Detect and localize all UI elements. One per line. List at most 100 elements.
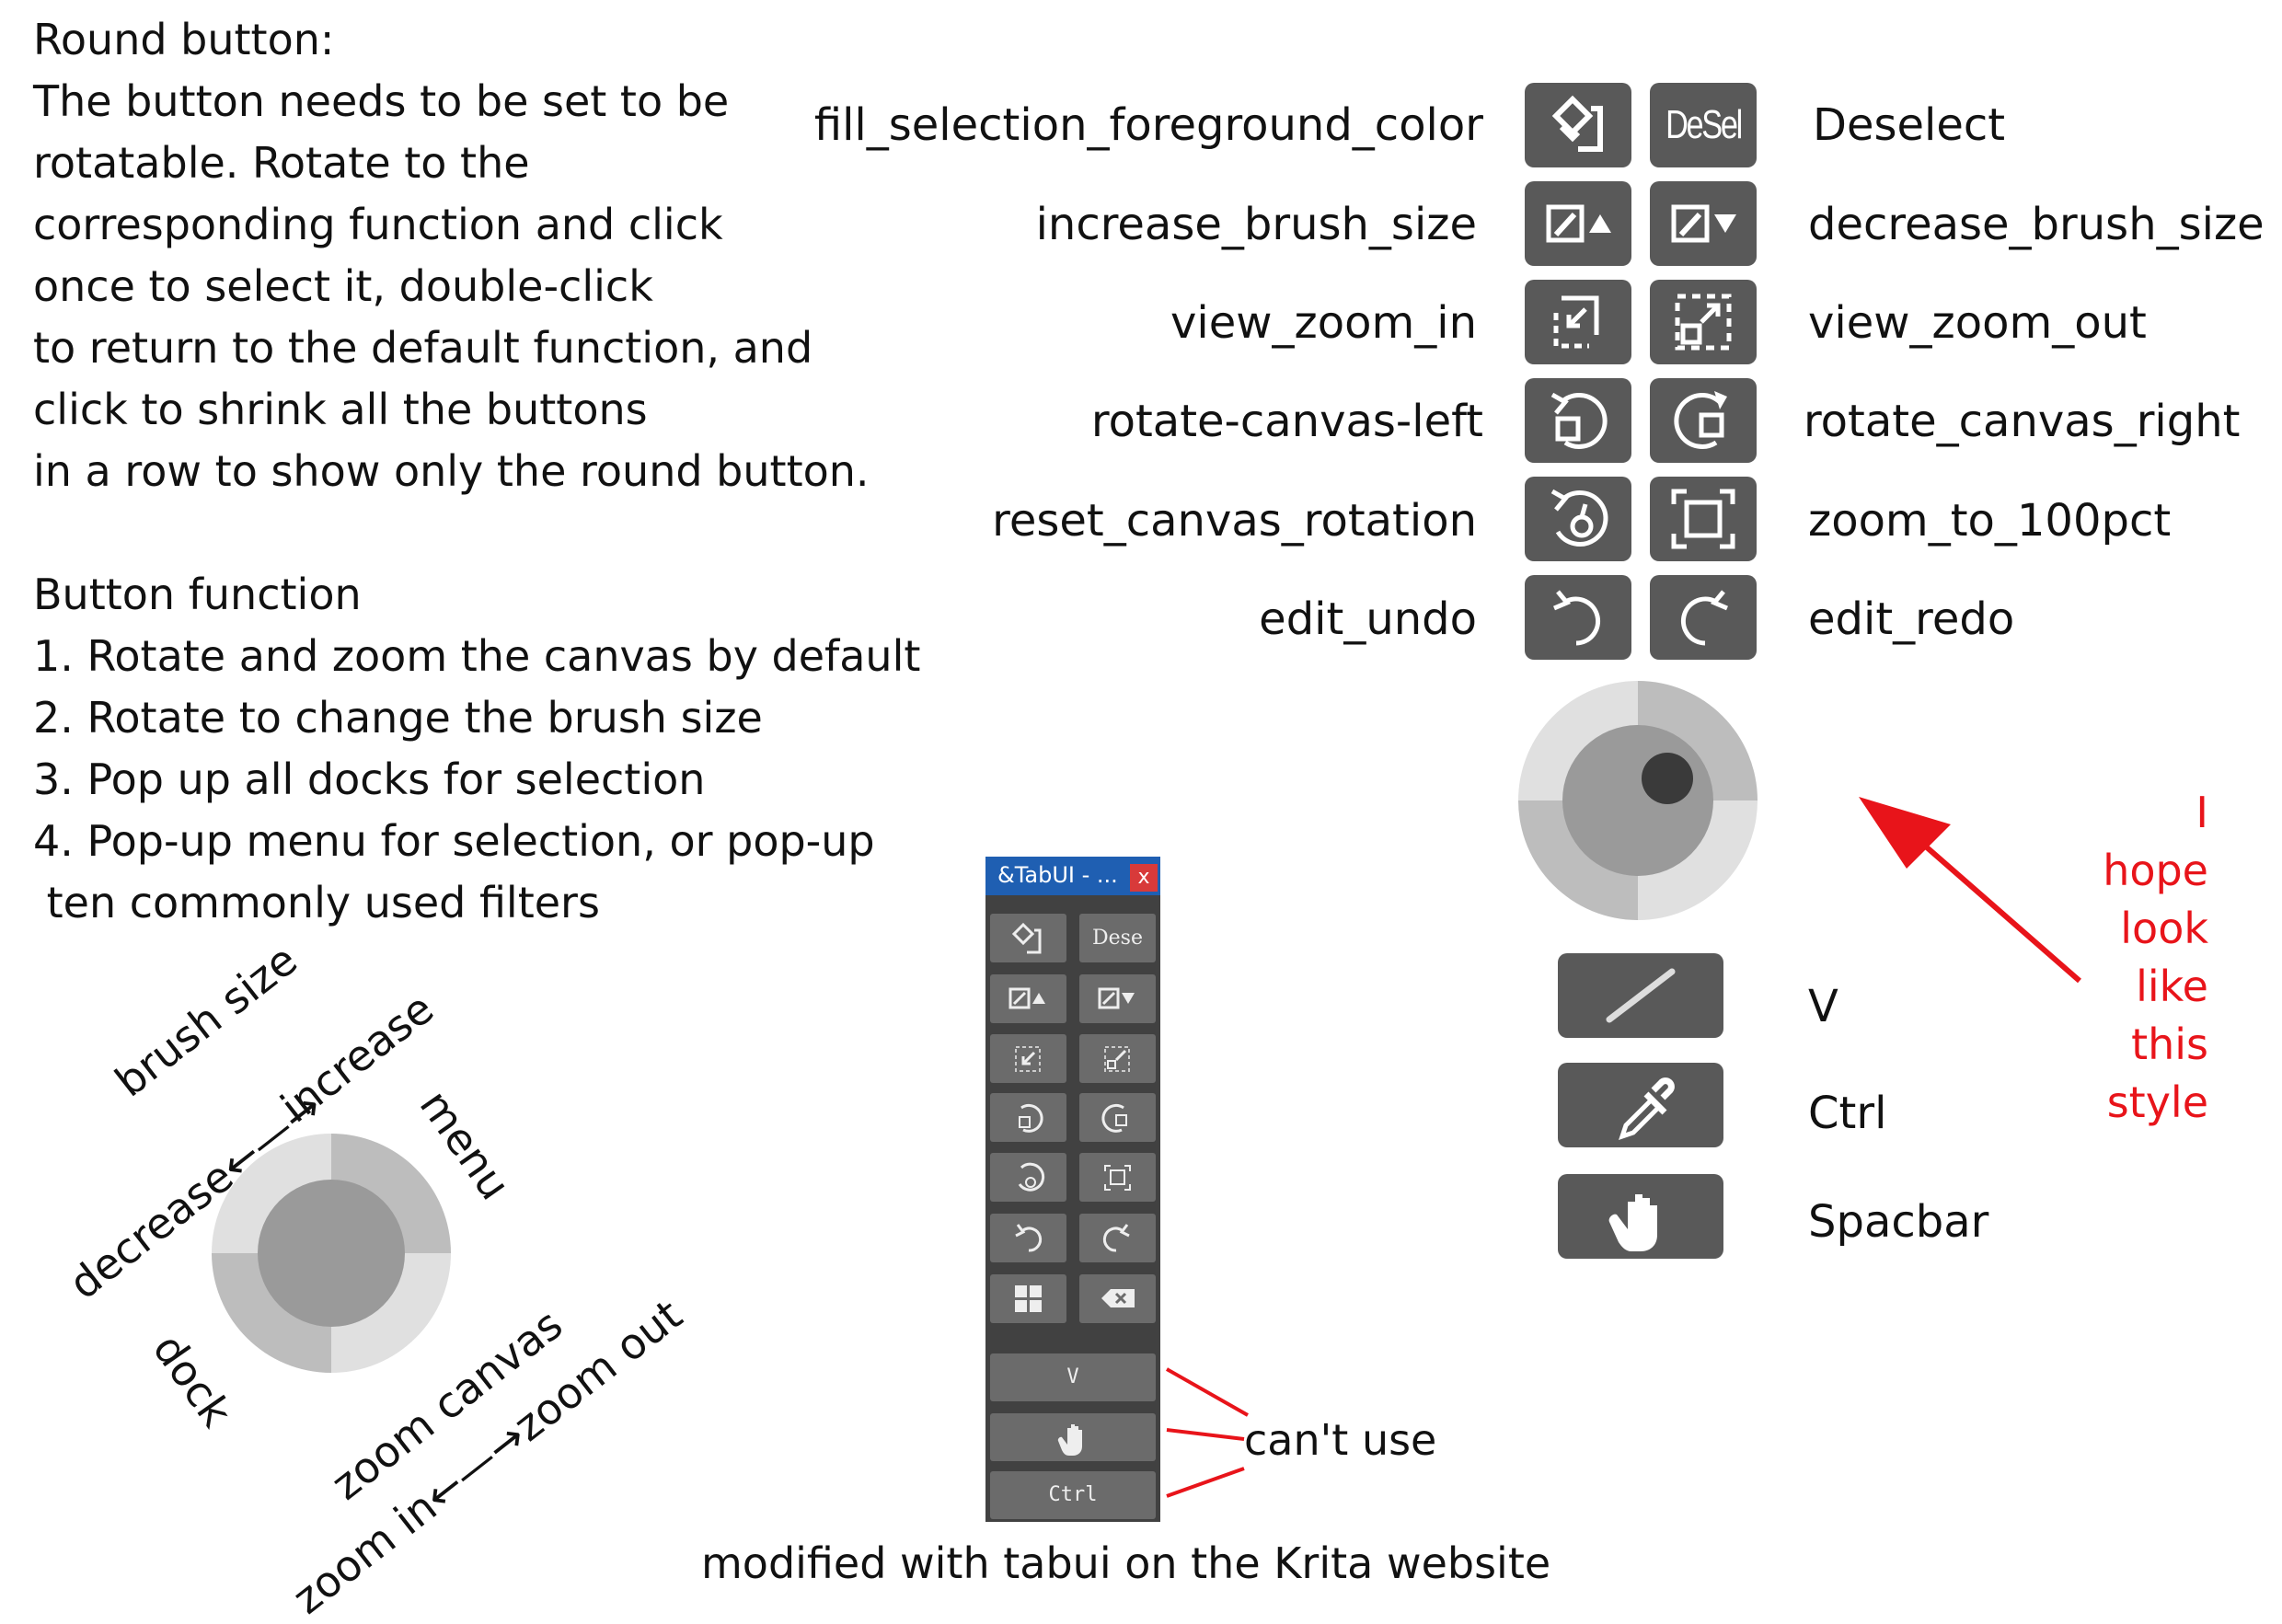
eyedropper-icon (1619, 1077, 1675, 1140)
panel-title-bar: &TabUI - ... x (985, 857, 1160, 895)
panel-title: &TabUI - ... (997, 862, 1118, 888)
hope-word: style (2106, 1077, 2208, 1127)
close-button[interactable]: x (1130, 864, 1158, 892)
hand-icon (1057, 1424, 1082, 1456)
label-redo: edit_redo (1808, 593, 2015, 645)
fill-selection-button[interactable] (1525, 83, 1631, 167)
panel-reset-rotation-button[interactable] (990, 1153, 1066, 1202)
rotate-right-icon (1674, 391, 1727, 449)
deselect-text: DeSel (1665, 102, 1743, 147)
panel-v-button[interactable]: V (990, 1353, 1156, 1401)
function-item: ten commonly used filters (33, 878, 600, 927)
brush-size-label: brush size (106, 934, 306, 1107)
red-arrow (1859, 797, 2081, 984)
rotate-left-icon (1550, 392, 1608, 449)
tabui-panel: &TabUI - ... x Dese (985, 857, 1160, 1522)
panel-undo-button[interactable] (990, 1214, 1066, 1262)
intro-line: corresponding function and click (33, 200, 723, 249)
hope-word: hope (2103, 846, 2208, 895)
increase-brush-size-button[interactable] (1525, 181, 1631, 266)
zoom-in-icon (1553, 295, 1599, 349)
deselect-button[interactable]: DeSel (1650, 83, 1757, 167)
line-tool-button[interactable] (1558, 953, 1723, 1038)
brush-size-down-icon (1098, 987, 1135, 1009)
hope-word: look (2120, 904, 2208, 953)
label-undo: edit_undo (1259, 593, 1477, 645)
intro-line: Round button: (33, 15, 335, 64)
zoom-to-100pct-button[interactable] (1650, 477, 1757, 561)
zoom-out-button[interactable] (1650, 280, 1757, 364)
panel-ctrl-button[interactable]: Ctrl (990, 1471, 1156, 1519)
brush-size-down-icon (1671, 204, 1736, 243)
panel-zoom-100-button[interactable] (1079, 1153, 1156, 1202)
decrease-brush-size-button[interactable] (1650, 181, 1757, 266)
functions-heading: Button function (33, 570, 362, 619)
intro-line: to return to the default function, and (33, 323, 813, 373)
intro-text: Round button: The button needs to be set… (33, 9, 920, 934)
zoom-in-button[interactable] (1525, 280, 1631, 364)
intro-line: in a row to show only the round button. (33, 446, 870, 496)
intro-line: The button needs to be set to be (33, 76, 730, 126)
label-v: V (1808, 981, 1838, 1032)
label-zoom-in: view_zoom_in (1170, 297, 1477, 349)
panel-increase-brush-button[interactable] (990, 974, 1066, 1023)
function-item: 3. Pop up all docks for selection (33, 754, 706, 804)
reset-rotation-icon (1018, 1162, 1045, 1192)
zoom-out-icon (1104, 1046, 1130, 1072)
hand-tool-button[interactable] (1558, 1174, 1723, 1259)
panel-zoom-in-button[interactable] (990, 1034, 1066, 1083)
round-dial-diagram (212, 1134, 451, 1373)
rotate-left-icon (1019, 1103, 1043, 1133)
label-rotate-right: rotate_canvas_right (1804, 396, 2241, 447)
panel-hand-button[interactable] (990, 1413, 1156, 1461)
cant-use-label: can't use (1244, 1415, 1437, 1465)
reset-rotation-icon (1550, 489, 1608, 547)
undo-icon (1015, 1224, 1043, 1252)
panel-redo-button[interactable] (1079, 1214, 1156, 1262)
intro-line: rotatable. Rotate to the (33, 138, 530, 188)
zoom-100-icon (1671, 489, 1735, 549)
cant-use-pointer-lines (1166, 1367, 1249, 1498)
panel-deselect-button[interactable]: Dese (1079, 914, 1156, 962)
hope-annotation: I hope look like this style (2052, 784, 2208, 1132)
label-rotate-left: rotate-canvas-left (1090, 396, 1483, 447)
hope-word: I (2196, 788, 2208, 837)
undo-button[interactable] (1525, 575, 1631, 660)
grid-icon (1015, 1285, 1042, 1312)
rotate-right-icon (1101, 1103, 1127, 1133)
redo-icon (1102, 1224, 1130, 1252)
label-reset-rotation: reset_canvas_rotation (992, 495, 1477, 547)
panel-zoom-out-button[interactable] (1079, 1034, 1156, 1083)
panel-rotate-right-button[interactable] (1079, 1093, 1156, 1142)
reset-canvas-rotation-button[interactable] (1525, 477, 1631, 561)
eyedropper-button[interactable] (1558, 1063, 1723, 1147)
panel-backspace-button[interactable] (1079, 1274, 1156, 1323)
brush-size-up-icon (1546, 204, 1611, 243)
rotate-canvas-left-button[interactable] (1525, 378, 1631, 463)
hand-icon (1608, 1194, 1657, 1251)
intro-line: once to select it, double-click (33, 261, 653, 311)
redo-button[interactable] (1650, 575, 1757, 660)
panel-rotate-left-button[interactable] (990, 1093, 1066, 1142)
panel-docks-button[interactable] (990, 1274, 1066, 1323)
zoom-100-icon (1104, 1165, 1131, 1191)
zoom-out-icon (1675, 294, 1732, 351)
caption: modified with tabui on the Krita website (701, 1538, 1551, 1588)
undo-icon (1553, 590, 1601, 646)
hope-word: this (2131, 1019, 2208, 1069)
label-ctrl: Ctrl (1808, 1088, 1887, 1139)
rotate-canvas-right-button[interactable] (1650, 378, 1757, 463)
backspace-icon (1101, 1289, 1135, 1307)
function-item: 4. Pop-up menu for selection, or pop-up (33, 816, 875, 866)
panel-fill-selection-button[interactable] (990, 914, 1066, 962)
round-button[interactable] (1516, 679, 1759, 922)
function-item: 1. Rotate and zoom the canvas by default (33, 631, 921, 681)
intro-line: click to shrink all the buttons (33, 385, 648, 434)
panel-decrease-brush-button[interactable] (1079, 974, 1156, 1023)
label-decrease-brush: decrease_brush_size (1808, 199, 2265, 250)
label-zoom-100: zoom_to_100pct (1808, 495, 2172, 547)
brush-size-up-icon (1008, 987, 1045, 1009)
label-fill-selection: fill_selection_foreground_color (813, 99, 1483, 151)
label-increase-brush: increase_brush_size (1035, 199, 1477, 250)
line-tool-icon (1606, 968, 1676, 1023)
